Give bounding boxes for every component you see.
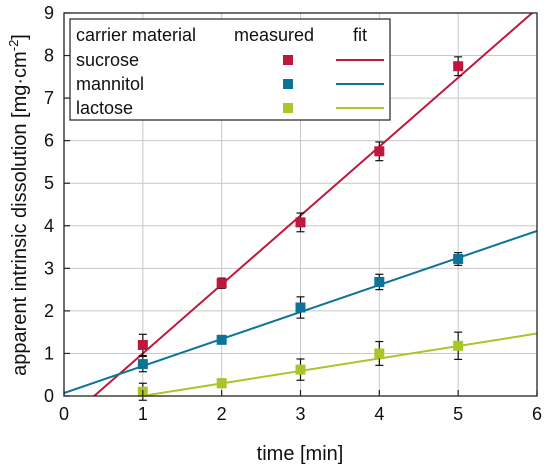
sucrose-data-point bbox=[295, 217, 306, 228]
legend-label-mannitol: mannitol bbox=[76, 74, 144, 94]
legend-marker-lactose bbox=[283, 103, 293, 113]
y-tick-label: 3 bbox=[44, 258, 54, 278]
x-tick-label: 2 bbox=[217, 404, 227, 424]
y-tick-label: 9 bbox=[44, 3, 54, 23]
axis-ticks: 0 1 2 3 4 5 6 0 1 2 3 4 5 6 7 8 9 bbox=[44, 3, 542, 424]
x-tick-label: 4 bbox=[374, 404, 384, 424]
lactose-data-point bbox=[216, 378, 227, 389]
legend-header-material: carrier material bbox=[76, 25, 196, 45]
mannitol-data-point bbox=[216, 334, 227, 345]
x-tick-label: 1 bbox=[138, 404, 148, 424]
legend-marker-sucrose bbox=[283, 55, 293, 65]
legend-header-fit: fit bbox=[353, 25, 367, 45]
x-axis-title: time [min] bbox=[257, 443, 344, 465]
legend: carrier material measured fit sucrose mannit… bbox=[69, 18, 391, 121]
x-tick-label: 3 bbox=[295, 404, 305, 424]
mannitol-data-point bbox=[295, 302, 306, 313]
y-tick-label: 8 bbox=[44, 46, 54, 66]
y-axis-title-main: apparent intrinsic dissolution [mg·cm bbox=[9, 51, 31, 376]
sucrose-data-point bbox=[453, 61, 464, 72]
legend-marker-mannitol bbox=[283, 79, 293, 89]
legend-box bbox=[69, 18, 391, 121]
lactose-data-point bbox=[453, 340, 464, 351]
y-tick-label: 2 bbox=[44, 301, 54, 321]
x-tick-label: 5 bbox=[453, 404, 463, 424]
y-axis-title: apparent intrinsic dissolution [mg·cm-2] bbox=[6, 34, 31, 376]
y-tick-label: 4 bbox=[44, 216, 54, 236]
mannitol-data-point bbox=[453, 253, 464, 264]
mannitol-data-point bbox=[374, 276, 385, 287]
mannitol-data-point bbox=[137, 359, 148, 370]
sucrose-data-point bbox=[137, 339, 148, 350]
lactose-data-point bbox=[295, 364, 306, 375]
y-tick-label: 5 bbox=[44, 173, 54, 193]
sucrose-data-point bbox=[374, 146, 385, 157]
y-tick-label: 1 bbox=[44, 343, 54, 363]
x-tick-label: 0 bbox=[59, 404, 69, 424]
legend-header-measured: measured bbox=[234, 25, 314, 45]
y-tick-label: 0 bbox=[44, 386, 54, 406]
y-tick-label: 6 bbox=[44, 131, 54, 151]
legend-label-sucrose: sucrose bbox=[76, 50, 139, 70]
x-tick-label: 6 bbox=[532, 404, 542, 424]
sucrose-data-point bbox=[216, 278, 227, 289]
lactose-data-point bbox=[374, 348, 385, 359]
legend-label-lactose: lactose bbox=[76, 98, 133, 118]
y-axis-title-suffix: ] bbox=[9, 34, 31, 40]
y-axis-title-superscript: -2 bbox=[6, 40, 21, 52]
y-tick-label: 7 bbox=[44, 88, 54, 108]
